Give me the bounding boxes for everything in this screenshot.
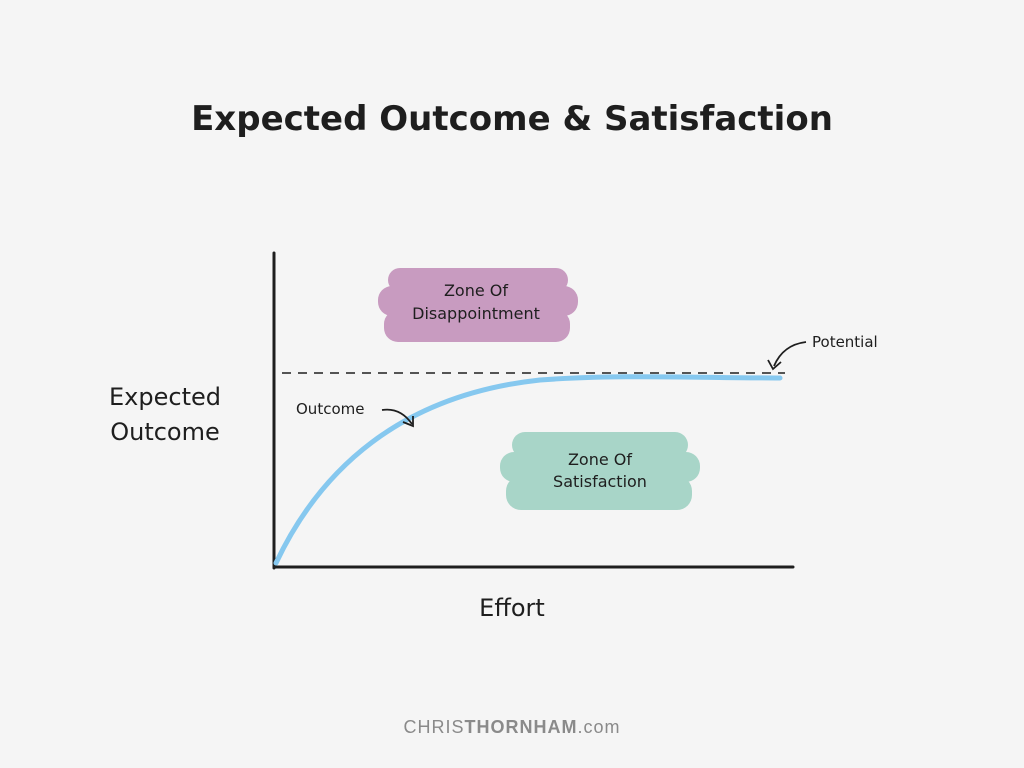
footer: CHRISTHORNHAM.com: [403, 717, 620, 737]
potential-arrow-head: [767, 359, 782, 371]
outcome-curve: [273, 374, 783, 566]
zone-label: Disappointment: [412, 304, 540, 323]
outcome-arrow-head: [402, 416, 414, 428]
annotation: Outcome: [296, 400, 364, 418]
zone-label: Zone Of: [444, 281, 508, 300]
footer-brand: THORNHAM: [465, 717, 578, 737]
footer-name: CHRIS: [403, 717, 464, 737]
y-axis-label: Expected: [109, 383, 221, 411]
y-axis-label: Outcome: [110, 418, 220, 446]
potential-arrow: [773, 341, 807, 367]
footer-suffix: .com: [578, 717, 621, 737]
annotation: Potential: [812, 333, 878, 351]
title: Expected Outcome & Satisfaction: [191, 99, 833, 139]
outcome-arrow: [381, 408, 413, 425]
zone-disappointment-blob: [378, 268, 578, 342]
zone-satisfaction-blob: [500, 432, 700, 510]
zone-label: Satisfaction: [553, 472, 647, 491]
zone-label: Zone Of: [568, 450, 632, 469]
x-axis-label: Effort: [479, 594, 545, 622]
